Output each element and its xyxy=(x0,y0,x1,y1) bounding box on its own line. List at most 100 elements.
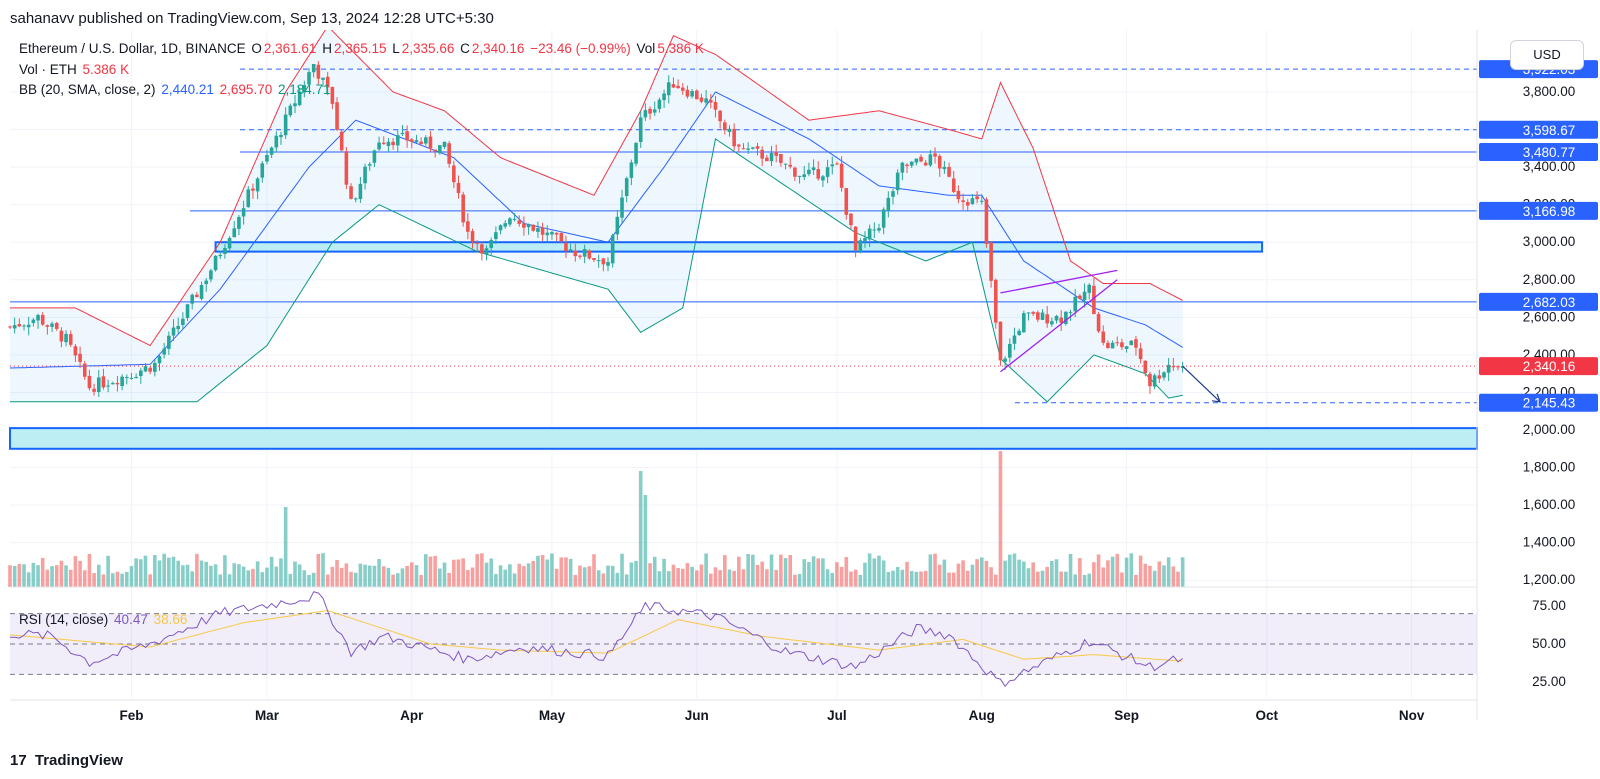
candle-body xyxy=(951,178,956,192)
volume-bar xyxy=(993,574,998,587)
candle-body xyxy=(550,231,554,235)
volume-bar xyxy=(853,569,858,587)
candle-body xyxy=(825,167,830,177)
volume-bar xyxy=(526,563,531,587)
volume-legend[interactable]: Vol · ETH 5.386 K xyxy=(19,62,131,77)
volume-bar xyxy=(484,562,489,587)
volume-bar xyxy=(573,574,578,587)
volume-bar xyxy=(951,572,956,587)
volume-bar xyxy=(414,565,419,587)
volume-bar xyxy=(807,561,811,587)
volume-bar xyxy=(204,561,209,587)
volume-bar xyxy=(162,553,166,587)
volume-bar xyxy=(947,572,951,587)
candle-body xyxy=(891,191,895,197)
support-zone-2000 xyxy=(9,427,1478,450)
candle-body xyxy=(269,147,274,155)
bb-legend[interactable]: BB (20, SMA, close, 2) 2,440.21 2,695.70… xyxy=(19,82,333,97)
symbol-label[interactable]: Ethereum / U.S. Dollar, 1D, BINANCE xyxy=(19,41,246,56)
price-axis: 3,800.003,600.003,400.003,200.003,000.00… xyxy=(1476,30,1598,720)
volume-bar xyxy=(498,565,503,587)
volume-bar xyxy=(984,560,989,587)
candle-body xyxy=(554,232,559,235)
bb-upper-value: 2,695.70 xyxy=(219,82,273,97)
price-level-badge xyxy=(1479,393,1598,412)
time-tick-label: Nov xyxy=(1399,708,1425,723)
candle-body xyxy=(36,315,40,321)
candle-body xyxy=(858,240,863,252)
volume-bar xyxy=(475,554,479,587)
volume-bar xyxy=(409,562,414,587)
candle-body xyxy=(900,162,905,173)
rsi-legend[interactable]: RSI (14, close) 40.47 38.66 xyxy=(19,612,189,627)
candle-body xyxy=(751,147,755,149)
candle-body xyxy=(746,148,750,150)
close-value: 2,340.16 xyxy=(471,41,525,56)
volume-bar xyxy=(867,553,872,587)
volume-bar xyxy=(676,568,680,587)
volume-bar xyxy=(1059,571,1063,587)
volume-bar xyxy=(96,564,101,587)
candle-body xyxy=(877,228,881,231)
candle-body xyxy=(1054,315,1059,321)
candle-body xyxy=(349,186,353,199)
candle-body xyxy=(624,178,629,196)
volume-bar xyxy=(153,555,157,587)
volume-bar xyxy=(288,573,293,587)
price-tick-label: 1,800.00 xyxy=(1523,460,1576,475)
candle-body xyxy=(839,163,844,188)
time-tick-label: Oct xyxy=(1256,708,1279,723)
volume-bar xyxy=(367,565,372,587)
volume-bar xyxy=(979,557,984,587)
volume-bar xyxy=(1087,573,1092,587)
candle-body xyxy=(40,314,45,325)
volume-bar xyxy=(316,553,321,587)
candle-body xyxy=(1012,335,1017,344)
volume-bar xyxy=(1096,554,1101,587)
candle-body xyxy=(1115,342,1120,344)
volume-bar xyxy=(1166,557,1171,587)
rsi-ma-line xyxy=(9,610,1183,662)
candle-body xyxy=(302,85,307,93)
candle-body xyxy=(788,164,793,167)
volume-bar xyxy=(508,564,512,587)
volume-bar xyxy=(961,560,965,587)
price-chart[interactable]: 3,800.003,600.003,400.003,200.003,000.00… xyxy=(0,30,1600,750)
candle-body xyxy=(1096,314,1101,332)
publish-header: sahanavv published on TradingView.com, S… xyxy=(10,10,494,27)
volume-bar xyxy=(545,559,550,587)
candle-body xyxy=(909,161,914,166)
volume-bar xyxy=(956,563,961,587)
candle-body xyxy=(92,388,96,392)
volume-bar xyxy=(765,569,769,587)
volume-bar xyxy=(134,558,138,587)
candle-body xyxy=(68,334,73,345)
candle-body xyxy=(793,167,797,177)
tradingview-footer[interactable]: 17 TradingView xyxy=(10,752,123,769)
candle-body xyxy=(246,189,251,208)
volume-bar xyxy=(386,567,391,587)
candle-body xyxy=(564,242,568,252)
candle-body xyxy=(863,237,867,242)
candle-body xyxy=(881,209,886,228)
volume-bar xyxy=(718,570,722,587)
candle-body xyxy=(923,162,928,166)
volume-bar xyxy=(550,553,554,587)
chart-frame[interactable]: 3,800.003,600.003,400.003,200.003,000.00… xyxy=(0,30,1600,750)
volume-bar xyxy=(788,555,793,587)
volume-bar xyxy=(821,558,825,587)
currency-button[interactable]: USD xyxy=(1510,40,1584,70)
volume-bar xyxy=(849,571,853,587)
candle-body xyxy=(54,322,59,329)
candle-body xyxy=(1045,314,1049,324)
candle-body xyxy=(1092,285,1096,315)
candle-body xyxy=(428,136,433,149)
volume-bar xyxy=(470,567,475,587)
bb-lower-line xyxy=(10,138,1183,403)
candle-body xyxy=(1162,372,1166,378)
price-level-label: 3,598.67 xyxy=(1523,123,1576,138)
volume-bar xyxy=(59,560,64,587)
volume-legend-label: Vol · ETH xyxy=(19,62,77,77)
candle-body xyxy=(872,229,877,231)
candles xyxy=(8,61,1185,397)
